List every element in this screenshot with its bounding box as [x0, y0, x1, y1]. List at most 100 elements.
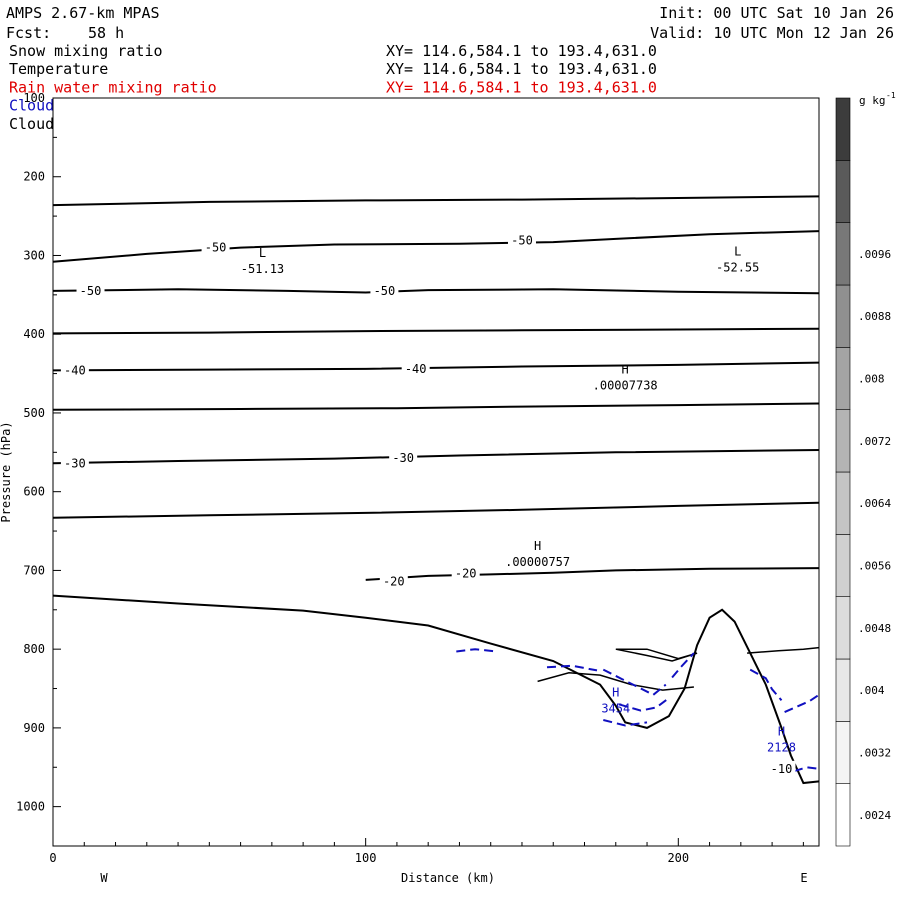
- extremum-value: .00007738: [593, 378, 658, 392]
- x-tick-label: 200: [667, 851, 689, 865]
- contour-label-background: [451, 565, 480, 580]
- contour-label-background: [401, 360, 430, 375]
- colorbar-unit-exponent: -1: [886, 91, 896, 100]
- cloud-water-contour: [603, 719, 648, 727]
- x-tick-label: 0: [49, 851, 56, 865]
- cloud-water-contour: [793, 766, 820, 773]
- y-tick-label: 700: [23, 563, 45, 577]
- colorbar-segment: [835, 409, 851, 473]
- field-xy-range: XY= 114.6,584.1 to 193.4,631.0: [386, 60, 657, 78]
- temperature-contour: [52, 402, 820, 411]
- y-tick-label: 800: [23, 642, 45, 656]
- temperature-contour: [52, 361, 820, 372]
- temperature-contour: [52, 230, 820, 263]
- contour-label: -50: [80, 284, 102, 298]
- contour-label-background: [767, 760, 796, 775]
- extremum-value: -51.13: [241, 262, 284, 276]
- valid-time: Valid: 10 UTC Mon 12 Jan 26: [650, 24, 894, 42]
- cloud-water-contour: [456, 648, 498, 653]
- extremum-symbol: H: [612, 685, 619, 699]
- colorbar-segment: [835, 534, 851, 597]
- cloud-water-contour: [671, 652, 695, 679]
- contour-label-background: [507, 232, 536, 247]
- colorbar-segment: [835, 721, 851, 784]
- colorbar: .0024 .0032 .004 .0048 .0056 .0064 .0072 .008 .0…: [835, 97, 891, 847]
- extremum-symbol: L: [259, 246, 266, 260]
- extremum-value: 3454: [601, 701, 630, 715]
- y-tick-label: 100: [23, 91, 45, 105]
- colorbar-segment: [835, 222, 851, 286]
- colorbar-level-label: .0024: [858, 809, 891, 822]
- extremum-value: .00000757: [505, 555, 570, 569]
- cloud-water-contour: [602, 668, 667, 696]
- extremum-value: -52.55: [716, 260, 759, 274]
- snow-ice-contour: [747, 646, 820, 654]
- colorbar-level-label: .0048: [858, 622, 891, 635]
- contour-label: -40: [64, 363, 86, 377]
- colorbar-level-label: .0032: [858, 747, 891, 760]
- colorbar-segment: [835, 783, 851, 847]
- extremum-symbol: H: [534, 539, 541, 553]
- colorbar-level-label: .008: [858, 373, 885, 386]
- colorbar-level-label: .0088: [858, 310, 891, 323]
- contour-label: -20: [383, 574, 405, 588]
- colorbar-segment: [835, 347, 851, 410]
- contour-label-background: [379, 573, 408, 588]
- y-tick-label: 1000: [16, 800, 45, 814]
- field-xy-range: XY= 114.6,584.1 to 193.4,631.0: [386, 42, 657, 60]
- field-name: Rain water mixing ratio: [9, 78, 217, 96]
- temperature-contour: [52, 327, 820, 335]
- cloud-water-contour: [546, 664, 598, 672]
- contour-label: -30: [64, 456, 86, 470]
- snow-ice-contour: [615, 648, 698, 662]
- forecast-hours: 58 h: [88, 24, 124, 42]
- temperature-contour: [365, 567, 820, 581]
- colorbar-segment: [835, 658, 851, 722]
- field-name: Temperature: [9, 60, 108, 78]
- y-tick-label: 600: [23, 485, 45, 499]
- colorbar-segment: [835, 160, 851, 223]
- contour-label: -10: [771, 762, 793, 776]
- colorbar-level-label: .0096: [858, 248, 891, 261]
- cloud-water-contour: [784, 693, 820, 714]
- west-label: W: [100, 871, 108, 885]
- cloud-water-contour: [618, 697, 670, 712]
- extremum-symbol: H: [778, 725, 785, 739]
- forecast-label: Fcst:: [6, 24, 51, 42]
- plot-area: 100 200 300 400 500 600 700 800 900 1000 0 100 200 -5…: [16, 91, 820, 865]
- contour-label-background: [60, 362, 89, 377]
- colorbar-level-label: .0056: [858, 560, 891, 573]
- extremum-value: 2128: [767, 741, 796, 755]
- field-xy-range: XY= 114.6,584.1 to 193.4,631.0: [386, 78, 657, 96]
- colorbar-segment: [835, 471, 851, 535]
- extremum-symbol: H: [622, 362, 629, 376]
- plot-frame: [52, 97, 820, 847]
- contour-label: -20: [455, 567, 477, 581]
- y-tick-label: 300: [23, 248, 45, 262]
- contour-label-background: [370, 282, 399, 297]
- y-tick-label: 400: [23, 327, 45, 341]
- contour-label-background: [76, 282, 105, 297]
- colorbar-level-label: .0064: [858, 497, 891, 510]
- colorbar-level-label: .0072: [858, 435, 891, 448]
- contour-label-background: [201, 239, 230, 254]
- contour-label: -50: [511, 234, 533, 248]
- contour-label: -50: [205, 241, 227, 255]
- field-name: Snow mixing ratio: [9, 42, 163, 60]
- init-time: Init: 00 UTC Sat 10 Jan 26: [659, 4, 894, 22]
- y-tick-label: 200: [23, 170, 45, 184]
- cloud-water-contour: [749, 668, 783, 701]
- y-tick-label: 500: [23, 406, 45, 420]
- east-label: E: [800, 871, 807, 885]
- contour-label: -40: [405, 362, 427, 376]
- snow-ice-contour: [537, 672, 694, 691]
- contour-label-background: [389, 449, 418, 464]
- x-tick-label: 100: [355, 851, 377, 865]
- colorbar-segment: [835, 284, 851, 348]
- x-axis-label: Distance (km): [401, 871, 495, 885]
- colorbar-level-label: .004: [858, 684, 885, 697]
- temperature-contour: [52, 501, 820, 519]
- extremum-symbol: L: [734, 244, 741, 258]
- colorbar-unit: g kg: [859, 94, 886, 107]
